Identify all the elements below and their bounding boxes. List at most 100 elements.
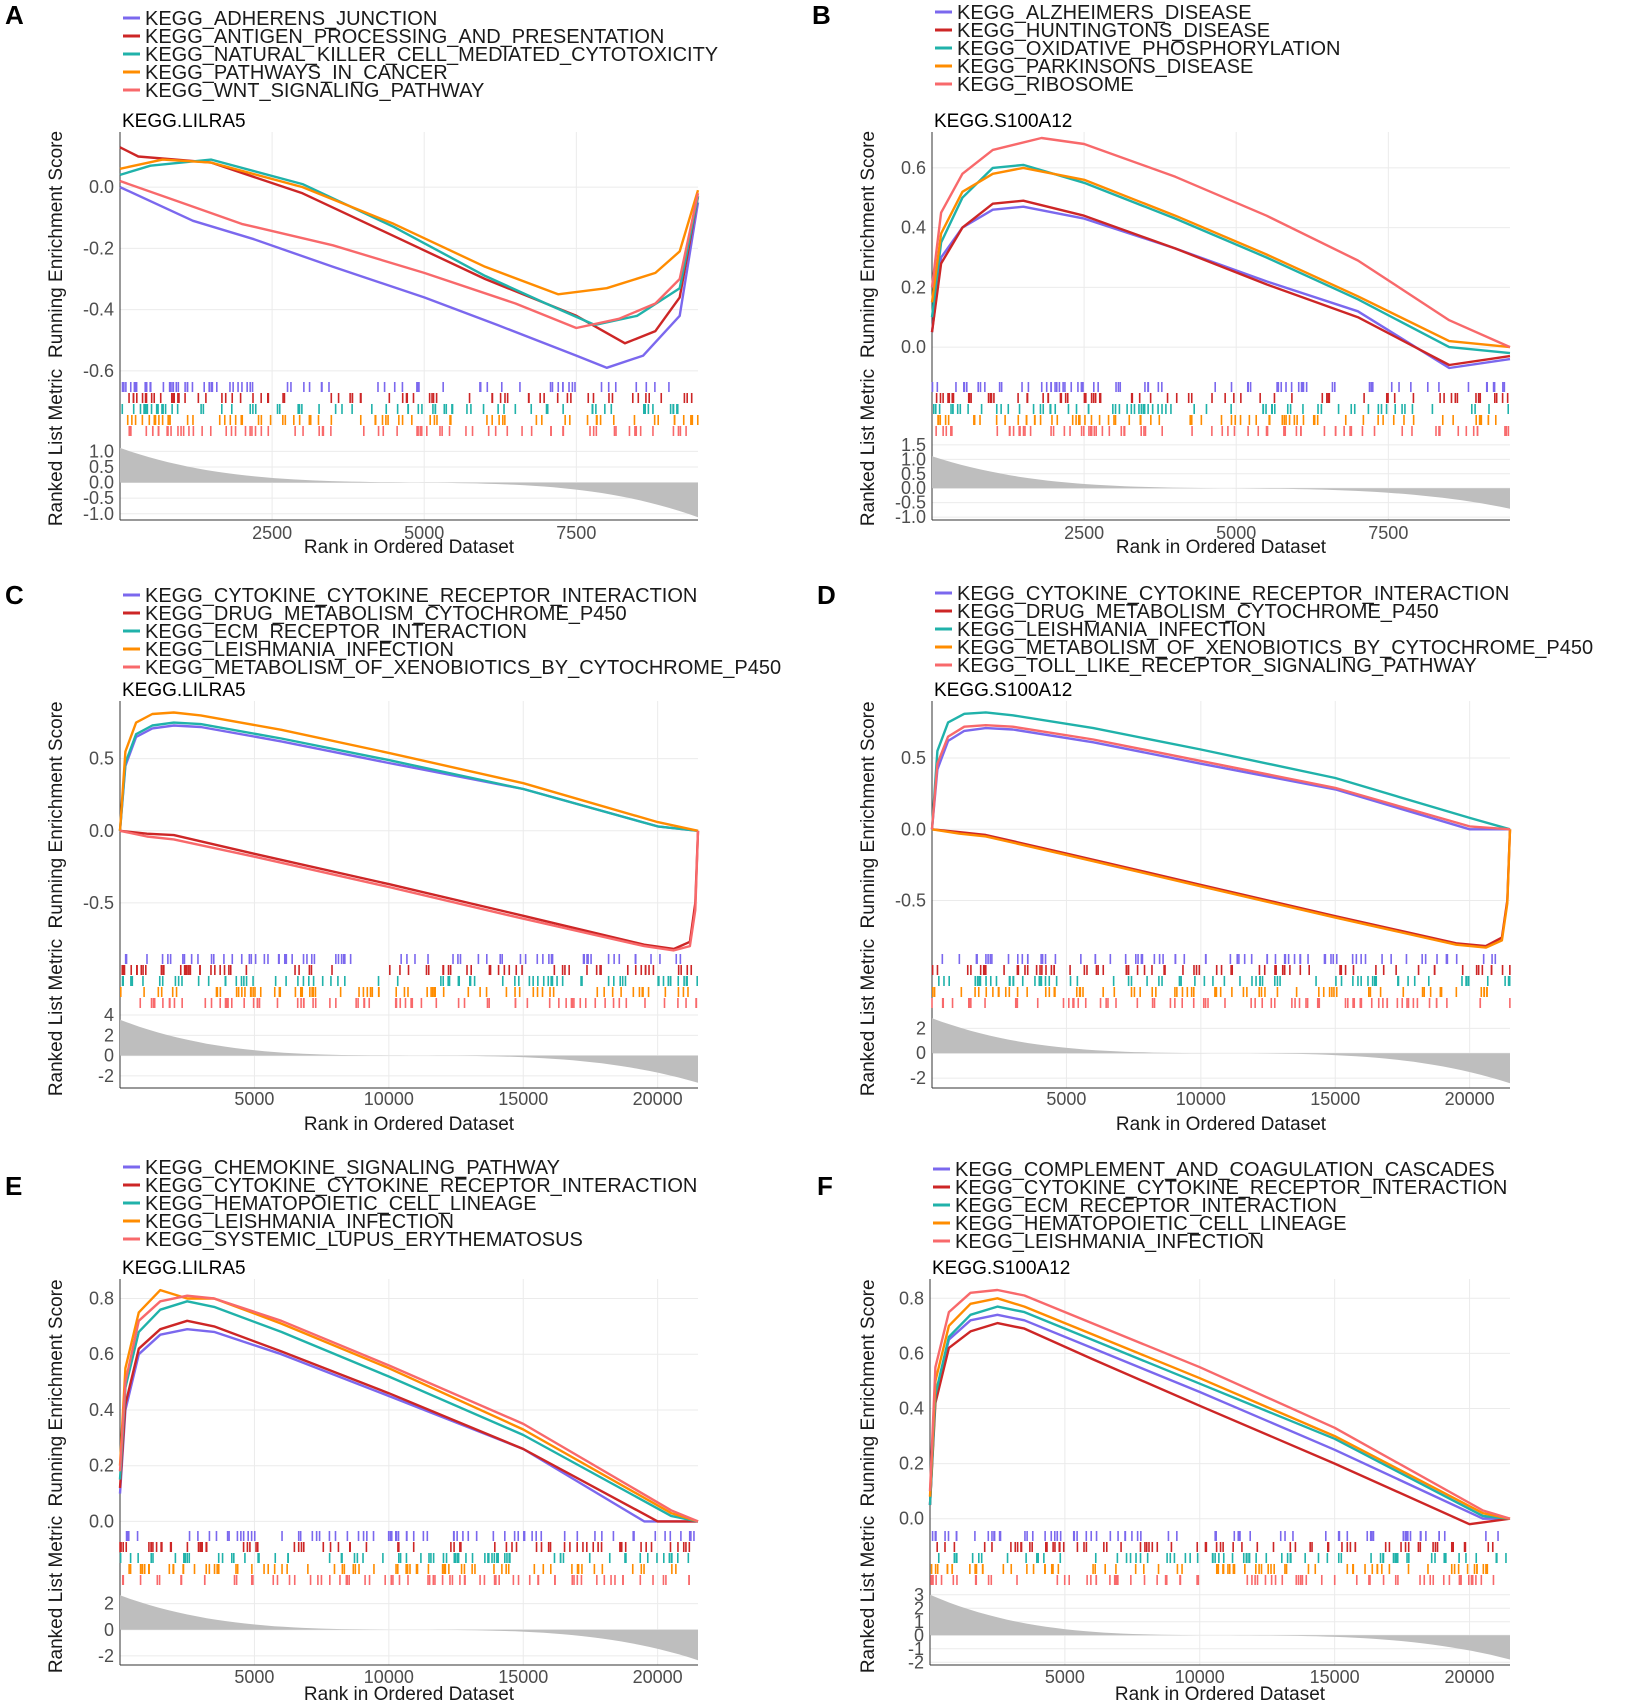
legend-label: KEGG_SYSTEMIC_LUPUS_ERYTHEMATOSUS [145, 1229, 583, 1251]
legend-label: KEGG_ECM_RECEPTOR_INTERACTION [145, 621, 527, 643]
x-axis-title: Rank in Ordered Dataset [1115, 1684, 1326, 1703]
y-axis-title-es: Running Enrichment Score [858, 701, 879, 928]
panel-c: C KEGG_CYTOKINE_CYTOKINE_RECEPTOR_INTERAC… [5, 580, 781, 1135]
legend-label: KEGG_COMPLEMENT_AND_COAGULATION_CASCADES [955, 1159, 1495, 1181]
legend-label: KEGG_DRUG_METABOLISM_CYTOCHROME_P450 [957, 601, 1439, 623]
legend-label: KEGG_PATHWAYS_IN_CANCER [145, 62, 448, 84]
es-curve [928, 1313, 1510, 1520]
hit-ticks [119, 1531, 695, 1585]
x-tick-label: 10000 [1176, 1089, 1226, 1109]
es-curve [118, 1319, 698, 1523]
legend: KEGG_CHEMOKINE_SIGNALING_PATHWAYKEGG_CYT… [123, 1157, 697, 1251]
es-curve [928, 1305, 1511, 1520]
metric-tick-label: -2 [98, 1066, 114, 1086]
chart-title: KEGG.S100A12 [934, 680, 1072, 701]
y-axis-title-es: Running Enrichment Score [858, 131, 879, 358]
panel-letter: D [817, 580, 836, 610]
chart-title: KEGG.LILRA5 [122, 111, 246, 132]
es-curve [118, 1327, 698, 1523]
y-tick-label: 0.2 [89, 1456, 114, 1476]
y-axis-title-metric: Ranked List Metric [858, 369, 879, 526]
x-tick-label: 10000 [364, 1089, 414, 1109]
metric-tick-label: -0.5 [895, 493, 926, 513]
hit-ticks [931, 954, 1511, 1008]
es-curve [930, 711, 1511, 831]
metric-tick-label: -0.5 [83, 488, 114, 508]
y-axis-title-metric: Ranked List Metric [858, 1516, 879, 1673]
chart-title: KEGG.LILRA5 [122, 680, 246, 701]
metric-tick-label: -1.0 [895, 507, 926, 527]
panel-b: B KEGG_ALZHEIMERS_DISEASEKEGG_HUNTINGTONS… [812, 0, 1511, 558]
y-tick-label: 0.6 [901, 158, 926, 178]
legend: KEGG_CYTOKINE_CYTOKINE_RECEPTOR_INTERACT… [123, 585, 781, 679]
x-axis-title: Rank in Ordered Dataset [1116, 1114, 1327, 1135]
x-tick-label: 2500 [1064, 523, 1104, 543]
panel-f: F KEGG_COMPLEMENT_AND_COAGULATION_CASCADE… [817, 1159, 1511, 1703]
legend-label: KEGG_METABOLISM_OF_XENOBIOTICS_BY_CYTOCH… [957, 637, 1593, 659]
es-curve [930, 726, 1510, 831]
es-curve [930, 166, 1511, 349]
es-curve [119, 158, 700, 296]
panel-d: D KEGG_CYTOKINE_CYTOKINE_RECEPTOR_INTERAC… [817, 580, 1593, 1135]
x-tick-label: 10000 [1175, 1667, 1225, 1687]
panel-letter: B [812, 0, 831, 30]
x-axis-title: Rank in Ordered Dataset [304, 1684, 515, 1703]
x-tick-label: 20000 [1445, 1089, 1495, 1109]
legend-label: KEGG_HEMATOPOIETIC_CELL_LINEAGE [955, 1213, 1347, 1235]
metric-tick-label: -1.0 [83, 504, 114, 524]
legend-label: KEGG_PARKINSONS_DISEASE [957, 56, 1253, 78]
legend-label: KEGG_LEISHMANIA_INFECTION [145, 639, 454, 661]
x-axis-title: Rank in Ordered Dataset [1116, 537, 1327, 558]
panel-a: A KEGG_ADHERENS_JUNCTIONKEGG_ANTIGEN_PROC… [5, 0, 718, 558]
metric-tick-label: 3 [914, 1585, 924, 1605]
y-axis-title-es: Running Enrichment Score [46, 131, 67, 358]
metric-tick-label: 0 [104, 1046, 114, 1066]
metric-tick-label: 4 [104, 1005, 114, 1025]
y-tick-label: 0.6 [89, 1344, 114, 1364]
legend-label: KEGG_HUNTINGTONS_DISEASE [957, 20, 1270, 42]
y-tick-label: 0.8 [89, 1289, 114, 1309]
metric-tick-label: 1.0 [89, 441, 114, 461]
ranked-metric-area [120, 447, 698, 518]
y-tick-label: -0.5 [83, 893, 114, 913]
es-curve [118, 711, 699, 832]
metric-tick-label: 1.5 [901, 435, 926, 455]
panel-letter: A [5, 0, 24, 30]
gridlines [120, 1279, 698, 1665]
y-axis-title-metric: Ranked List Metric [858, 939, 879, 1096]
x-tick-label: 7500 [556, 523, 596, 543]
y-tick-label: 0.6 [899, 1343, 924, 1363]
x-tick-label: 5000 [234, 1667, 274, 1687]
legend-label: KEGG_CYTOKINE_CYTOKINE_RECEPTOR_INTERACT… [145, 585, 697, 607]
x-tick-label: 15000 [1310, 1089, 1360, 1109]
y-tick-label: 0.2 [901, 277, 926, 297]
y-tick-label: 0.0 [901, 819, 926, 839]
metric-tick-label: 0 [104, 1620, 114, 1640]
es-curve [118, 1300, 699, 1523]
es-curve [930, 136, 1511, 349]
es-curve [930, 199, 1511, 367]
y-tick-label: 0.5 [89, 749, 114, 769]
legend: KEGG_COMPLEMENT_AND_COAGULATION_CASCADES… [933, 1159, 1507, 1253]
legend-label: KEGG_CYTOKINE_CYTOKINE_RECEPTOR_INTERACT… [957, 583, 1509, 605]
legend-label: KEGG_CHEMOKINE_SIGNALING_PATHWAY [145, 1157, 560, 1179]
metric-tick-label: 1.0 [901, 449, 926, 469]
y-tick-label: 0.0 [899, 1509, 924, 1529]
metric-tick-label: -2 [908, 1652, 924, 1672]
gridlines [932, 701, 1510, 1088]
es-curve [119, 829, 700, 952]
y-tick-label: 0.0 [89, 177, 114, 197]
es-curve [118, 1294, 699, 1523]
legend-label: KEGG_HEMATOPOIETIC_CELL_LINEAGE [145, 1193, 537, 1215]
legend: KEGG_CYTOKINE_CYTOKINE_RECEPTOR_INTERACT… [935, 583, 1593, 677]
x-tick-label: 15000 [1310, 1667, 1360, 1687]
legend-label: KEGG_NATURAL_KILLER_CELL_MEDIATED_CYTOTO… [145, 44, 718, 66]
y-tick-label: -0.5 [895, 891, 926, 911]
y-axis-title-es: Running Enrichment Score [46, 701, 67, 928]
metric-tick-label: 1 [914, 1612, 924, 1632]
panel-letter: F [817, 1171, 833, 1201]
legend-label: KEGG_ALZHEIMERS_DISEASE [957, 2, 1252, 24]
es-curve [119, 186, 700, 369]
legend: KEGG_ALZHEIMERS_DISEASEKEGG_HUNTINGTONS_… [935, 2, 1340, 96]
es-curve [928, 1321, 1511, 1526]
